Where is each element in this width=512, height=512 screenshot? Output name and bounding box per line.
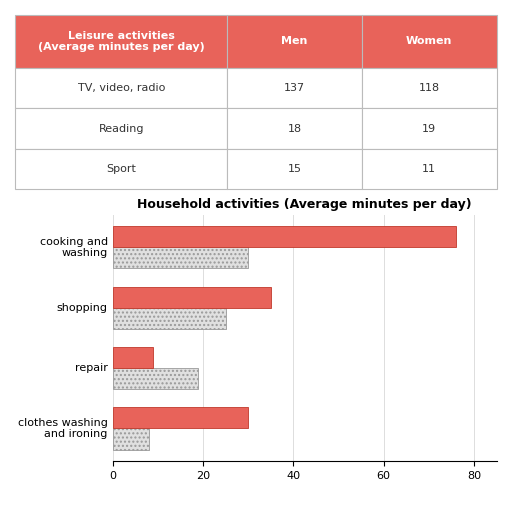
Bar (113, 287, 271, 308)
Bar (227, 108, 362, 149)
Bar (227, 68, 362, 108)
Bar (362, 15, 497, 68)
Bar (362, 108, 497, 149)
Text: Women: Women (406, 36, 453, 47)
Text: 15: 15 (288, 164, 302, 174)
Bar (15, 108, 227, 149)
Bar (15, 68, 227, 108)
Text: Sport: Sport (106, 164, 136, 174)
Text: 118: 118 (419, 83, 440, 93)
Bar (362, 149, 497, 189)
Bar (15, 15, 227, 68)
Bar (362, 68, 497, 108)
Bar (113, 408, 248, 429)
Bar (113, 308, 226, 329)
Bar (15, 149, 227, 189)
Text: 11: 11 (422, 164, 436, 174)
Text: 18: 18 (287, 123, 302, 134)
Text: TV, video, radio: TV, video, radio (77, 83, 165, 93)
Bar (113, 247, 248, 268)
Bar (227, 149, 362, 189)
Text: Leisure activities
(Average minutes per day): Leisure activities (Average minutes per … (38, 31, 205, 52)
Bar (113, 429, 149, 450)
Title: Household activities (Average minutes per day): Household activities (Average minutes pe… (137, 198, 472, 211)
Bar (227, 15, 362, 68)
Text: 137: 137 (284, 83, 305, 93)
Bar (113, 368, 199, 389)
Text: Men: Men (281, 36, 308, 47)
Text: Reading: Reading (98, 123, 144, 134)
Text: 19: 19 (422, 123, 436, 134)
Bar (113, 226, 456, 247)
Bar (113, 347, 153, 368)
